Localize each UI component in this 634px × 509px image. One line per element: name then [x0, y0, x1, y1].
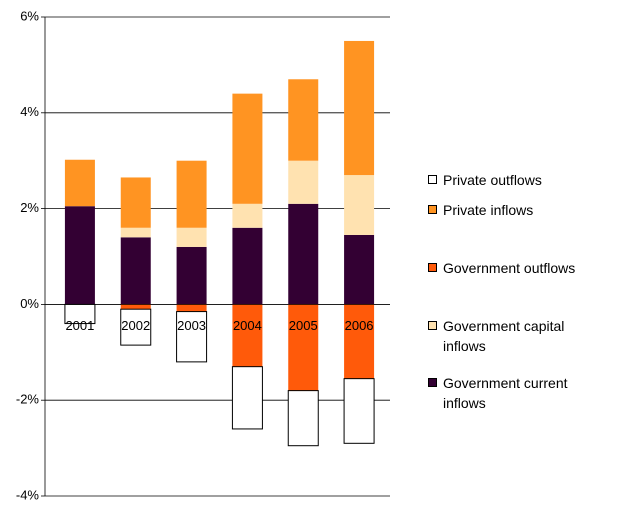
x-tick-label: 2002: [121, 318, 150, 333]
bar-segment: [232, 203, 263, 228]
bar-segment: [231, 366, 263, 430]
bar-segment: [288, 79, 319, 161]
x-tick-label: 2005: [289, 318, 318, 333]
bar-segment: [176, 311, 208, 363]
legend-swatch: [428, 205, 437, 214]
bar-segment: [343, 378, 375, 444]
legend-swatch: [428, 263, 437, 272]
legend-label: Government outflows: [443, 260, 576, 276]
x-tick-label: 2001: [65, 318, 94, 333]
y-tick-label: 2%: [20, 200, 39, 215]
bar-segment: [64, 206, 95, 305]
bar-segment: [288, 304, 319, 391]
legend-item: Government capital inflows: [428, 316, 588, 356]
y-tick-label: 4%: [20, 104, 39, 119]
legend-item: Government current inflows: [428, 373, 588, 413]
bar-segment: [120, 308, 152, 346]
bar-segment: [120, 237, 151, 305]
bar-segment: [176, 304, 207, 312]
legend-label: Government current inflows: [443, 375, 568, 411]
legend-item: Government outflows: [428, 258, 588, 278]
bar-segment: [288, 160, 319, 204]
bar-segment: [64, 159, 95, 207]
bar-segment: [344, 304, 375, 379]
legend-swatch: [428, 378, 437, 387]
bar-segment: [120, 304, 151, 310]
bar-segment: [232, 227, 263, 305]
bar-segment: [344, 175, 375, 235]
legend-item: Private outflows: [428, 170, 588, 190]
bar-segment: [344, 40, 375, 176]
bar-segment: [232, 304, 263, 367]
legend-label: Government capital inflows: [443, 318, 565, 354]
legend-item: Private inflows: [428, 200, 588, 220]
bar-segment: [287, 390, 319, 447]
y-tick-label: 6%: [20, 8, 39, 23]
legend-swatch: [428, 175, 437, 184]
legend-label: Private outflows: [443, 172, 542, 188]
x-tick-label: 2003: [177, 318, 206, 333]
bar-segment: [344, 234, 375, 305]
legend-label: Private inflows: [443, 202, 534, 218]
x-tick-label: 2004: [233, 318, 262, 333]
y-tick-label: -4%: [16, 487, 40, 502]
y-tick-label: -2%: [16, 392, 40, 407]
bar-segment: [120, 227, 151, 238]
bar-segment: [176, 246, 207, 305]
legend-swatch: [428, 321, 437, 330]
bar-segment: [176, 227, 207, 247]
y-tick-label: 0%: [20, 296, 39, 311]
x-tick-label: 2006: [345, 318, 374, 333]
bar-segment: [288, 203, 319, 305]
bar-segment: [176, 160, 207, 228]
bar-segment: [120, 177, 151, 228]
bar-segment: [232, 93, 263, 204]
